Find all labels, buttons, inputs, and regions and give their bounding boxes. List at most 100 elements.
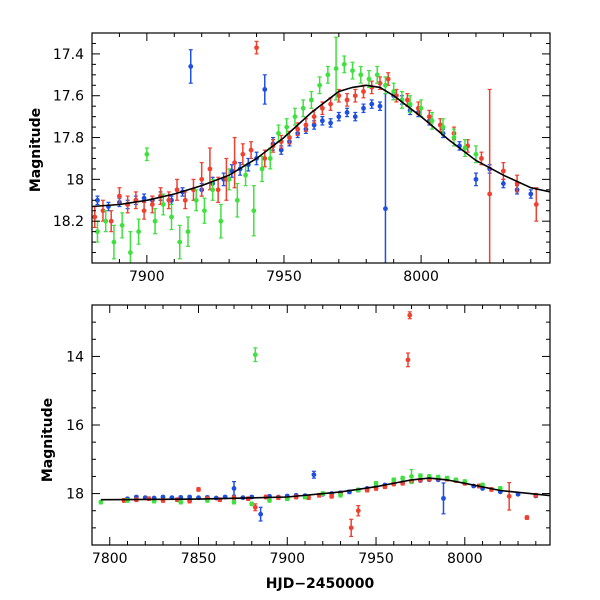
data-point [267,498,272,503]
data-point [215,187,221,193]
bottom-y-axis-title: Magnitude [40,398,56,482]
data-point [210,187,216,193]
data-point [309,97,314,103]
data-point [267,156,273,161]
model-curve [92,84,550,208]
data-point [319,105,325,111]
data-point [328,120,333,126]
top-panel: Magnitude 7900 7950 8000 17.4 17.6 17.8 18 18.2 [28,32,551,285]
data-point [317,82,323,88]
data-point [361,89,366,94]
data-point [300,105,306,111]
data-point [350,68,355,74]
data-point [344,110,350,115]
data-point [462,145,468,151]
data-point [248,147,254,153]
data-point [426,114,432,120]
data-point [207,166,213,172]
data-point [506,493,512,499]
data-point [473,176,479,182]
data-point [160,202,166,207]
data-point [152,218,158,224]
y-tick-label: 17.8 [53,131,84,147]
data-point [218,218,224,224]
data-point [319,118,325,124]
data-point [369,101,375,107]
data-point [385,76,391,82]
data-point [287,135,292,140]
data-point [259,166,265,172]
data-point [328,101,333,107]
data-point [127,250,133,255]
data-point [409,474,414,479]
data-point [141,195,147,201]
data-point [440,124,446,130]
data-point [103,218,109,224]
data-point [95,197,100,203]
y-tick-label: 14 [66,349,84,365]
data-point [487,191,493,197]
data-point [377,80,383,86]
data-point [234,197,240,203]
plot-area [98,311,550,538]
data-point [500,181,506,186]
x-tick-label: 8000 [403,269,439,285]
data-point [352,93,358,99]
data-point [119,222,125,228]
bottom-panel: Magnitude HJD−2450000 7800 7850 7900 7950 80… [40,304,551,592]
series-1 [92,40,539,263]
data-point [258,511,264,517]
data-point [404,97,410,103]
data-point [383,82,388,88]
data-point [240,151,246,157]
data-point [231,499,237,505]
data-point [262,156,268,161]
data-point [174,187,180,193]
data-point [325,72,331,78]
data-point [252,352,258,358]
data-point [98,499,104,505]
y-tick-label: 17.6 [53,89,84,105]
data-point [144,151,150,157]
data-point [524,515,530,520]
data-point [306,495,311,501]
model-curve [100,477,550,501]
data-point [311,472,317,478]
y-tick-label: 17.4 [53,47,84,63]
data-point [391,477,397,483]
data-point [348,525,354,531]
x-tick-label: 7850 [181,551,217,567]
data-point [344,97,350,103]
data-point [249,501,255,507]
y-tick-label: 18 [66,172,84,188]
data-point [276,130,281,136]
data-point [355,508,361,514]
data-point [418,105,424,111]
data-point [473,151,479,157]
data-point [366,76,372,82]
data-point [243,172,248,178]
data-point [193,197,199,203]
data-point [149,202,155,207]
data-point [400,475,406,481]
data-point [232,160,238,166]
data-point [166,197,172,203]
data-point [341,61,347,67]
data-point [405,357,411,363]
x-tick-label: 7900 [129,269,165,285]
data-point [311,122,317,128]
data-point [329,493,335,499]
series-1 [121,311,539,538]
data-point [254,45,259,51]
plot-frame [91,32,551,264]
data-point [303,122,309,128]
data-point [377,103,383,109]
data-point [251,208,257,214]
data-point [187,494,193,500]
x-tick-label: 7900 [269,551,305,567]
data-point [338,492,343,498]
data-point [500,168,506,174]
data-point [528,191,534,197]
data-point [141,208,147,214]
